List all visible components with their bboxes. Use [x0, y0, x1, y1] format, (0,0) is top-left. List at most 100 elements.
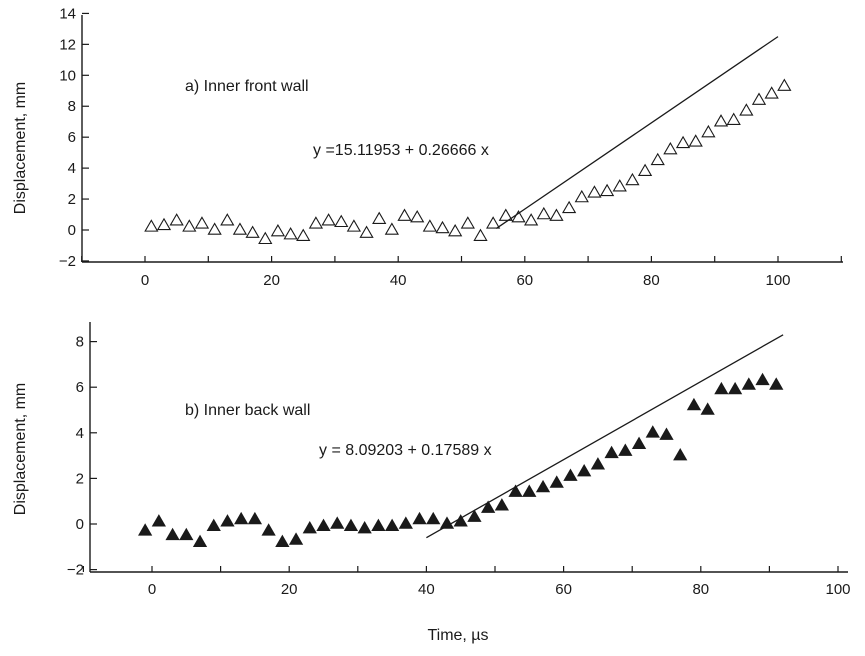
- x-tick-label: 20: [281, 581, 298, 598]
- data-point: [245, 225, 260, 238]
- data-point: [412, 511, 427, 525]
- x-axis-title: Time, µs: [427, 627, 488, 644]
- x-tick-label: 0: [148, 581, 156, 598]
- data-point: [549, 475, 564, 488]
- data-point: [220, 514, 235, 527]
- data-point: [182, 219, 197, 232]
- data-point: [769, 377, 784, 390]
- data-point: [234, 511, 249, 525]
- data-point: [524, 213, 539, 226]
- x-tick-label: 100: [765, 272, 790, 289]
- data-point: [481, 500, 496, 513]
- data-point: [637, 163, 653, 176]
- data-point: [270, 223, 286, 237]
- data-point: [359, 225, 374, 238]
- panel-a-x-ticks: 0 20 40 60 80 100: [81, 256, 842, 289]
- data-point: [258, 231, 273, 245]
- y-tick-label: 2: [76, 470, 84, 487]
- data-point: [283, 227, 298, 240]
- data-point: [275, 534, 290, 548]
- x-tick-label: 40: [418, 581, 435, 598]
- data-point: [574, 189, 589, 203]
- data-point: [587, 185, 602, 198]
- data-point: [549, 208, 564, 221]
- y-tick-label: −2: [67, 562, 84, 579]
- data-point: [726, 112, 741, 125]
- data-point: [473, 228, 488, 241]
- y-tick-label: −2: [59, 253, 76, 270]
- data-point: [156, 217, 172, 231]
- panel-b-points: [138, 372, 784, 548]
- data-point: [563, 468, 578, 481]
- data-point: [288, 532, 304, 545]
- y-tick-label: 6: [76, 379, 84, 396]
- data-point: [612, 179, 627, 192]
- data-point: [739, 103, 754, 116]
- data-point: [561, 200, 577, 214]
- panel-a-points: [144, 78, 792, 245]
- data-point: [220, 213, 235, 226]
- data-point: [522, 484, 537, 497]
- data-point: [511, 210, 526, 223]
- data-point: [165, 527, 180, 541]
- y-tick-label: 14: [59, 5, 76, 22]
- panel-b-ylabel: Displacement, mm: [12, 383, 29, 515]
- panel-b-fit-line: [426, 334, 784, 539]
- data-point: [577, 463, 592, 477]
- data-point: [713, 114, 729, 127]
- data-point: [659, 427, 674, 440]
- data-point: [777, 78, 792, 91]
- x-tick-label: 60: [516, 272, 533, 289]
- data-point: [346, 219, 362, 232]
- data-point: [663, 141, 678, 155]
- data-point: [232, 222, 248, 235]
- data-point: [316, 518, 331, 532]
- data-point: [247, 511, 263, 525]
- data-point: [590, 457, 606, 470]
- data-point: [357, 520, 372, 534]
- data-point: [448, 223, 463, 237]
- data-point: [460, 216, 475, 229]
- data-point: [494, 498, 509, 511]
- data-point: [536, 206, 551, 220]
- y-tick-label: 0: [76, 516, 84, 533]
- data-point: [397, 208, 412, 221]
- data-point: [371, 518, 386, 532]
- data-point: [207, 222, 222, 235]
- data-point: [467, 509, 482, 522]
- y-tick-label: 4: [68, 160, 76, 177]
- data-point: [384, 222, 399, 235]
- data-point: [751, 92, 767, 105]
- x-tick-label: 60: [555, 581, 572, 598]
- data-point: [486, 216, 501, 229]
- data-point: [700, 402, 715, 415]
- panel-b-equation: y = 8.09203 + 0.17589 x: [319, 442, 492, 459]
- data-point: [372, 211, 387, 224]
- data-point: [426, 511, 441, 525]
- data-point: [435, 220, 450, 234]
- data-point: [686, 397, 702, 411]
- y-tick-label: 4: [76, 425, 84, 442]
- data-point: [625, 172, 640, 186]
- x-tick-label: 80: [692, 581, 709, 598]
- panel-a-equation: y =15.11953 + 0.26666 x: [313, 142, 489, 159]
- panel-b-y-ticks: −2 0 2 4 6 8: [67, 334, 97, 579]
- panel-b-annotation: b) Inner back wall: [185, 402, 310, 419]
- x-tick-label: 100: [825, 581, 850, 598]
- y-tick-label: 8: [68, 98, 76, 115]
- y-tick-label: 0: [68, 222, 76, 239]
- data-point: [714, 381, 729, 395]
- panel-a-annotation: a) Inner front wall: [185, 78, 309, 95]
- data-point: [673, 447, 688, 461]
- data-point: [206, 518, 221, 532]
- x-tick-label: 0: [141, 272, 149, 289]
- data-point: [422, 219, 437, 232]
- data-point: [439, 516, 455, 529]
- data-point: [604, 445, 619, 459]
- y-tick-label: 2: [68, 191, 76, 208]
- data-point: [169, 213, 184, 226]
- panel-a: −2 0 2 4 6 8 10 12 14 0 20 40 60 80 100 a) Inner fron…: [12, 5, 843, 289]
- data-point: [741, 377, 756, 390]
